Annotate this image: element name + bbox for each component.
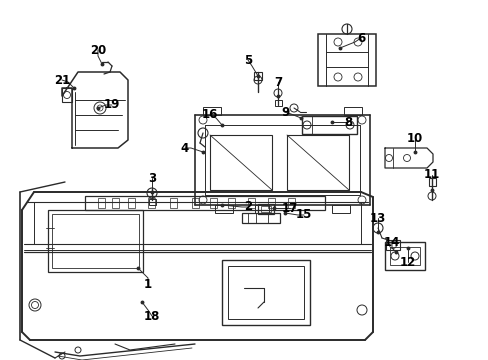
Bar xyxy=(227,198,235,208)
Bar xyxy=(62,88,72,102)
Text: 6: 6 xyxy=(356,31,365,45)
Bar xyxy=(254,205,268,213)
Text: 8: 8 xyxy=(343,116,351,129)
Bar xyxy=(343,107,361,115)
Bar xyxy=(242,213,280,223)
Text: 14: 14 xyxy=(383,235,399,248)
Text: 1: 1 xyxy=(143,278,152,291)
Bar xyxy=(317,34,375,86)
Bar xyxy=(98,198,105,208)
Bar xyxy=(286,135,348,190)
Text: 19: 19 xyxy=(103,99,120,112)
Text: 4: 4 xyxy=(181,141,189,154)
Bar xyxy=(149,199,156,205)
Text: 9: 9 xyxy=(280,105,288,118)
Text: 17: 17 xyxy=(281,202,298,215)
Bar xyxy=(389,247,419,265)
Bar xyxy=(267,198,274,208)
Bar xyxy=(209,198,217,208)
Bar xyxy=(128,198,135,208)
Text: 15: 15 xyxy=(295,208,311,221)
Bar xyxy=(384,242,424,270)
Bar xyxy=(287,198,294,208)
Bar xyxy=(253,72,262,80)
Bar xyxy=(385,240,399,250)
Bar xyxy=(192,198,199,208)
Text: 12: 12 xyxy=(399,256,415,269)
Text: 20: 20 xyxy=(90,44,106,57)
Bar xyxy=(331,205,349,213)
Bar xyxy=(48,210,142,272)
Text: 18: 18 xyxy=(143,310,160,323)
Bar xyxy=(302,116,356,134)
Text: 11: 11 xyxy=(423,168,439,181)
Bar xyxy=(215,205,232,213)
Bar xyxy=(222,260,309,325)
Bar xyxy=(148,198,155,208)
Text: 13: 13 xyxy=(369,211,386,225)
Bar xyxy=(112,198,119,208)
Text: 21: 21 xyxy=(54,73,70,86)
Bar xyxy=(209,135,271,190)
Bar xyxy=(258,204,273,214)
Bar xyxy=(247,198,254,208)
Bar xyxy=(52,214,139,268)
Bar xyxy=(203,107,221,115)
Text: 10: 10 xyxy=(406,131,422,144)
Text: 5: 5 xyxy=(244,54,252,67)
Bar xyxy=(227,266,304,319)
Bar xyxy=(85,196,325,210)
Bar xyxy=(261,206,270,212)
Text: 3: 3 xyxy=(148,171,156,184)
Text: 2: 2 xyxy=(244,201,251,213)
Bar xyxy=(170,198,177,208)
Text: 16: 16 xyxy=(202,108,218,122)
Text: 7: 7 xyxy=(273,76,282,89)
Bar xyxy=(428,178,435,186)
Bar xyxy=(274,100,282,106)
